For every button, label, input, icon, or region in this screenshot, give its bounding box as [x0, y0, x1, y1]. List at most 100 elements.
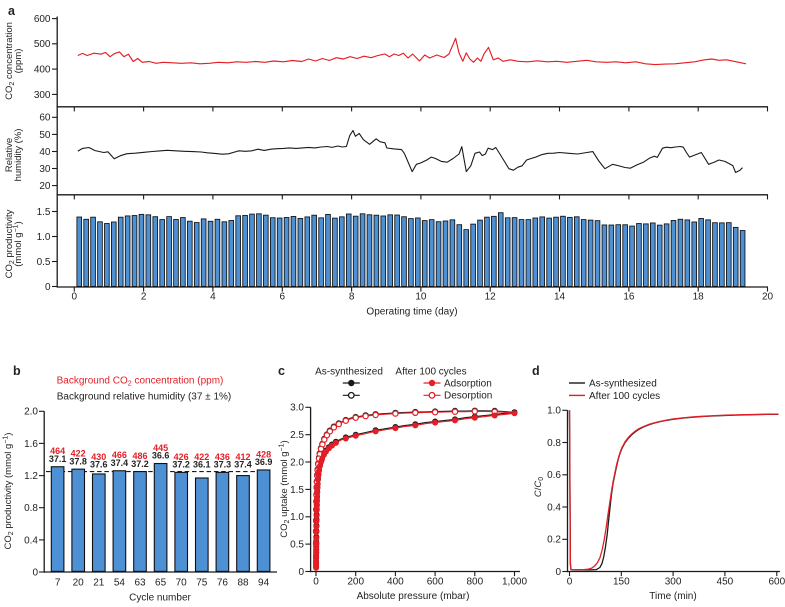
svg-text:445: 445 — [153, 443, 168, 453]
svg-text:50: 50 — [39, 130, 51, 141]
svg-text:75: 75 — [196, 578, 208, 589]
svg-text:76: 76 — [217, 578, 229, 589]
svg-text:3.0: 3.0 — [290, 403, 304, 414]
svg-text:Background relative humidity (: Background relative humidity (37 ± 1%) — [57, 392, 231, 403]
svg-text:0: 0 — [567, 577, 573, 588]
svg-text:37.2: 37.2 — [172, 460, 190, 470]
svg-text:1.5: 1.5 — [290, 485, 304, 496]
svg-text:14: 14 — [554, 292, 566, 303]
svg-text:0: 0 — [313, 577, 319, 588]
svg-text:(ppm): (ppm) — [13, 49, 24, 74]
svg-text:After 100 cycles: After 100 cycles — [395, 367, 466, 378]
svg-text:63: 63 — [134, 578, 146, 589]
svg-text:428: 428 — [256, 449, 271, 459]
svg-text:430: 430 — [91, 452, 106, 462]
svg-text:436: 436 — [215, 452, 230, 462]
svg-text:60: 60 — [39, 113, 51, 124]
svg-text:0: 0 — [555, 567, 561, 578]
svg-text:40: 40 — [39, 147, 51, 158]
svg-text:600: 600 — [34, 14, 51, 25]
svg-text:37.2: 37.2 — [131, 459, 149, 469]
svg-text:466: 466 — [112, 450, 127, 460]
svg-text:CO2 uptake (mmol g−1): CO2 uptake (mmol g−1) — [279, 440, 292, 537]
svg-text:C/C0: C/C0 — [533, 477, 545, 497]
svg-text:464: 464 — [50, 446, 65, 456]
svg-text:2: 2 — [141, 292, 147, 303]
svg-text:37.1: 37.1 — [49, 454, 67, 464]
svg-text:0.4: 0.4 — [24, 535, 38, 546]
svg-text:37.3: 37.3 — [214, 460, 232, 470]
svg-text:CO2 productivity: CO2 productivity — [4, 209, 16, 278]
svg-text:150: 150 — [613, 577, 630, 588]
svg-text:422: 422 — [194, 452, 209, 462]
svg-text:600: 600 — [427, 577, 444, 588]
svg-text:4: 4 — [210, 292, 216, 303]
svg-text:54: 54 — [114, 578, 126, 589]
svg-text:37.6: 37.6 — [90, 460, 108, 470]
svg-text:2.0: 2.0 — [24, 407, 38, 418]
svg-text:1.6: 1.6 — [24, 439, 38, 450]
svg-text:20: 20 — [73, 578, 85, 589]
svg-text:36.1: 36.1 — [193, 460, 211, 470]
svg-text:20: 20 — [762, 292, 774, 303]
svg-text:Background CO2 concentration (: Background CO2 concentration (ppm) — [57, 376, 224, 388]
svg-text:After 100 cycles: After 100 cycles — [589, 391, 660, 402]
svg-text:800: 800 — [466, 577, 483, 588]
svg-text:10: 10 — [415, 292, 427, 303]
svg-text:400: 400 — [387, 577, 404, 588]
svg-text:0.4: 0.4 — [547, 502, 561, 513]
svg-text:1.0: 1.0 — [290, 512, 304, 523]
svg-text:0: 0 — [32, 567, 38, 578]
svg-text:88: 88 — [237, 578, 249, 589]
svg-text:36.6: 36.6 — [152, 451, 170, 461]
svg-text:1.0: 1.0 — [547, 406, 561, 417]
svg-text:300: 300 — [34, 90, 51, 101]
svg-text:37.4: 37.4 — [234, 460, 252, 470]
svg-text:18: 18 — [693, 292, 705, 303]
svg-text:b: b — [13, 364, 21, 378]
svg-text:426: 426 — [174, 452, 189, 462]
svg-text:400: 400 — [34, 65, 51, 76]
svg-text:300: 300 — [665, 577, 682, 588]
svg-text:70: 70 — [176, 578, 188, 589]
svg-text:1.5: 1.5 — [37, 207, 51, 218]
svg-text:2.0: 2.0 — [290, 457, 304, 468]
svg-text:0.8: 0.8 — [24, 503, 38, 514]
svg-text:0.2: 0.2 — [547, 535, 561, 546]
svg-text:12: 12 — [485, 292, 497, 303]
svg-text:0: 0 — [72, 292, 78, 303]
svg-text:Absolute pressure (mbar): Absolute pressure (mbar) — [357, 591, 470, 602]
svg-text:7: 7 — [55, 578, 61, 589]
svg-text:30: 30 — [39, 164, 51, 175]
svg-text:8: 8 — [349, 292, 355, 303]
svg-text:422: 422 — [71, 449, 86, 459]
svg-text:c: c — [278, 364, 285, 378]
svg-text:94: 94 — [258, 578, 270, 589]
svg-text:As-synthesized: As-synthesized — [315, 367, 383, 378]
svg-text:65: 65 — [155, 578, 167, 589]
svg-text:16: 16 — [623, 292, 635, 303]
svg-text:0: 0 — [298, 567, 304, 578]
svg-text:1.2: 1.2 — [24, 471, 38, 482]
svg-text:0.5: 0.5 — [37, 257, 51, 268]
svg-text:1,000: 1,000 — [502, 577, 527, 588]
svg-text:37.4: 37.4 — [111, 458, 129, 468]
svg-text:d: d — [532, 364, 540, 378]
svg-text:500: 500 — [34, 39, 51, 50]
svg-text:0.6: 0.6 — [547, 470, 561, 481]
svg-text:0.5: 0.5 — [290, 540, 304, 551]
svg-text:200: 200 — [347, 577, 364, 588]
svg-text:1.0: 1.0 — [37, 232, 51, 243]
svg-text:Operating time (day): Operating time (day) — [366, 307, 457, 318]
svg-text:20: 20 — [39, 181, 51, 192]
svg-text:2.5: 2.5 — [290, 430, 304, 441]
svg-text:486: 486 — [132, 451, 147, 461]
svg-text:Time (min): Time (min) — [649, 591, 696, 602]
svg-text:a: a — [8, 4, 16, 18]
svg-text:Desorption: Desorption — [444, 391, 492, 402]
svg-text:CO2 concentration: CO2 concentration — [4, 22, 16, 100]
svg-text:Adsorption: Adsorption — [444, 378, 492, 389]
svg-text:600: 600 — [768, 577, 785, 588]
svg-text:CO2 productivity (mmol g−1): CO2 productivity (mmol g−1) — [3, 433, 16, 550]
svg-text:Relative: Relative — [4, 138, 15, 172]
